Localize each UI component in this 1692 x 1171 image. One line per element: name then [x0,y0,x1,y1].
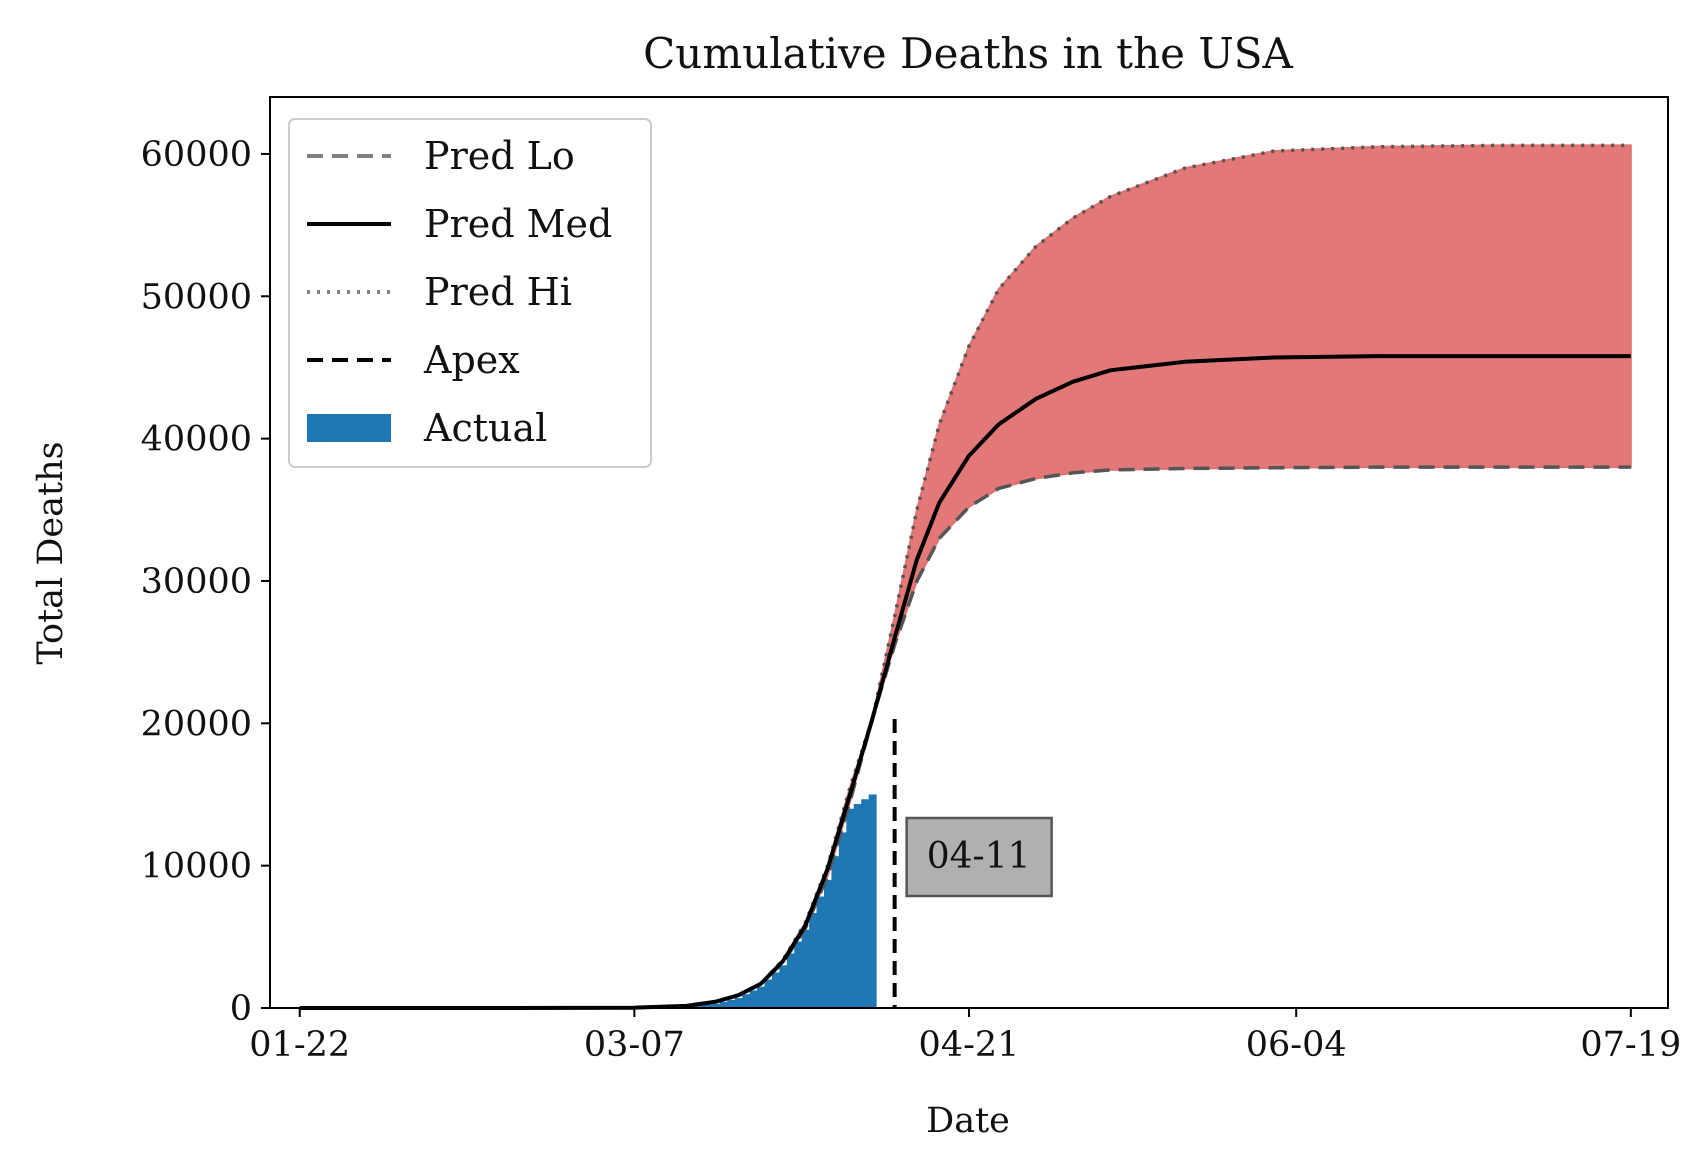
legend-pred-med-label: Pred Med [424,202,612,246]
actual-bar [786,953,795,1008]
apex-marker: 04-11 [892,719,1053,1008]
x-tick-label: 06-04 [1246,1025,1347,1065]
legend-apex-label: Apex [423,338,520,382]
legend-pred-lo-label: Pred Lo [424,134,575,178]
y-tick-label: 40000 [141,420,252,460]
y-tick-label: 50000 [141,277,252,317]
actual-bar [809,913,818,1008]
actual-bar [764,979,773,1008]
actual-bar [734,998,743,1008]
chart-title: Cumulative Deaths in the USA [643,29,1293,78]
legend-box [288,118,652,468]
legend-actual-label: Actual [423,406,547,450]
actual-bar [846,808,855,1008]
series-line-pred-hi [299,143,1631,1010]
apex-label-box [905,816,1053,898]
actual-bar [831,856,840,1008]
actual-bar [779,965,788,1008]
series-line-pred-med [299,354,1631,1010]
y-tick-label: 10000 [141,847,252,887]
actual-bar [719,1001,728,1008]
series-line-pred-lo [299,465,1631,1010]
actual-bar [861,799,870,1008]
y-axis: 0 10000 20000 30000 40000 50000 60000 [141,135,270,1029]
actual-bar [816,896,825,1008]
legend: Pred Lo Pred Med Pred Hi Apex Actual [288,118,652,468]
x-axis: 01-22 03-07 04-21 06-04 07-19 [249,1008,1681,1065]
actual-bar [771,972,780,1008]
prediction-lines [299,143,1631,1010]
legend-actual-swatch [307,414,391,442]
actual-bar [838,832,847,1008]
actual-bar [794,941,803,1008]
apex-label: 04-11 [927,836,1031,877]
actual-bar [853,803,862,1008]
actual-bar [705,1004,714,1008]
actual-bar [868,794,877,1008]
x-tick-label: 04-21 [919,1025,1020,1065]
y-axis-label: Total Deaths [31,441,71,664]
x-tick-label: 01-22 [249,1025,350,1065]
actual-bars [481,794,877,1008]
y-tick-label: 30000 [141,562,252,602]
actual-bar [727,999,736,1008]
y-tick-label: 20000 [141,704,252,744]
actual-bar [690,1005,699,1008]
x-axis-label: Date [926,1101,1010,1141]
actual-bar [757,986,766,1008]
actual-bar [712,1003,721,1008]
x-tick-label: 03-07 [584,1025,685,1065]
legend-pred-hi-label: Pred Hi [424,270,572,314]
actual-bar [801,929,810,1008]
y-tick-label: 0 [230,989,252,1029]
y-tick-label: 60000 [141,135,252,175]
x-tick-label: 07-19 [1580,1025,1681,1065]
actual-bar [749,990,758,1008]
actual-bar [697,1005,706,1008]
actual-bar [742,994,751,1008]
actual-bar [823,879,833,1008]
